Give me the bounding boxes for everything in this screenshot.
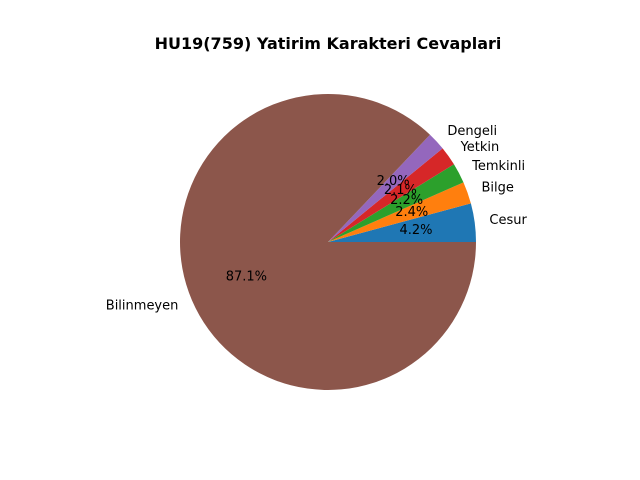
- pie-slice-bilge: [328, 182, 471, 242]
- chart-title: HU19(759) Yatirim Karakteri Cevaplari: [155, 34, 502, 53]
- pie-labels: Cesur 4.2% Bilge 2.4% Temkinli 2.2% Yetkin 2.1%…: [106, 124, 528, 314]
- pie-slice-bilinmeyen: [180, 93, 476, 390]
- slice-label-temkinli: Temkinli: [471, 159, 525, 174]
- slice-percent-temkinli: 2.2%: [390, 193, 423, 208]
- slice-percent-yetkin: 2.1%: [384, 183, 417, 198]
- pie-slices: [180, 93, 476, 390]
- pie-slice-cesur: [328, 203, 476, 242]
- slice-percent-cesur: 4.2%: [400, 223, 433, 238]
- slice-label-dengeli: Dengeli: [447, 124, 497, 139]
- slice-percent-bilge: 2.4%: [395, 205, 428, 220]
- slice-percent-bilinmeyen: 87.1%: [226, 270, 267, 285]
- slice-label-bilge: Bilge: [482, 180, 514, 195]
- pie-slice-temkinli: [328, 164, 464, 242]
- slice-label-yetkin: Yetkin: [460, 140, 500, 155]
- pie-slice-yetkin: [328, 148, 454, 242]
- slice-label-cesur: Cesur: [489, 213, 527, 228]
- pie-slice-dengeli: [328, 134, 443, 242]
- slice-label-bilinmeyen: Bilinmeyen: [106, 299, 179, 314]
- slice-percent-dengeli: 2.0%: [377, 174, 410, 189]
